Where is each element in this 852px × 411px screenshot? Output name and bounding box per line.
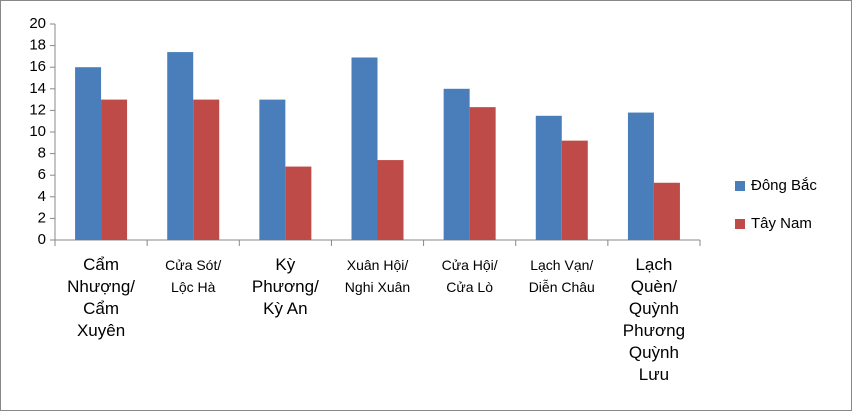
y-tick-label: 18: [29, 37, 46, 54]
y-tick-label: 14: [29, 80, 46, 97]
bar: [469, 107, 496, 240]
bar: [351, 57, 378, 241]
y-tick-label: 2: [38, 209, 46, 226]
y-tick-label: 4: [38, 188, 46, 205]
bar: [75, 67, 102, 240]
y-tick-label: 16: [29, 58, 46, 75]
x-tick-label: Xuân Hội/ Nghi Xuân: [344, 257, 411, 295]
bar: [285, 166, 312, 240]
x-tick-label: Kỳ Phương/ Kỳ An: [251, 255, 319, 318]
x-tick-label: Lạch Quèn/ Quỳnh Phương Quỳnh Lưu: [622, 255, 686, 384]
bar: [653, 182, 680, 240]
legend-swatch: [735, 219, 745, 229]
y-tick-label: 12: [29, 101, 46, 118]
legend-label: Đông Bắc: [751, 177, 817, 194]
y-tick-label: 10: [29, 123, 46, 140]
bar: [535, 115, 562, 240]
x-tick-label: Cửa Sót/ Lộc Hà: [165, 257, 222, 295]
x-tick-label: Cẩm Nhượng/ Cẩm Xuyên: [67, 255, 136, 340]
y-tick-label: 8: [38, 145, 46, 162]
legend-label: Tây Nam: [751, 215, 812, 232]
legend-swatch: [735, 181, 745, 191]
x-tick-label: Cửa Hội/ Cửa Lò: [441, 257, 498, 295]
x-tick-label: Lạch Vạn/ Diễn Châu: [528, 257, 595, 295]
bar: [259, 99, 286, 240]
bar: [561, 140, 588, 240]
bar: [167, 52, 194, 240]
y-tick-label: 0: [38, 231, 46, 248]
bar: [193, 99, 220, 240]
bar: [377, 160, 404, 240]
bar: [443, 88, 470, 240]
bar: [101, 99, 128, 240]
bar: [627, 112, 654, 240]
y-tick-label: 20: [29, 15, 46, 32]
y-tick-label: 6: [38, 166, 46, 183]
